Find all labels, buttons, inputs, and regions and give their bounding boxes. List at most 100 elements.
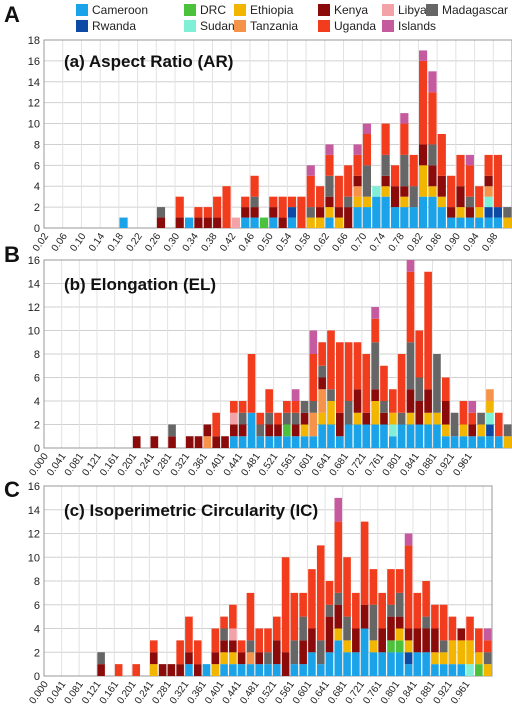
bar-segment-kenya xyxy=(353,389,362,413)
bar-segment-uganda xyxy=(483,640,492,653)
bar-segment-tanzania xyxy=(318,389,326,413)
bar-segment-islands xyxy=(483,628,492,641)
legend-label: DRC xyxy=(200,3,226,17)
x-tick-label: 0.58 xyxy=(293,231,313,254)
bar-segment-kenya xyxy=(150,436,159,448)
bar-segment-rwanda xyxy=(404,652,413,665)
bar-segment-drc xyxy=(259,217,269,228)
panel-title: (a) Aspect Ratio (AR) xyxy=(64,52,233,71)
bar-segment-cameroon xyxy=(344,424,353,448)
legend-item-drc: DRC xyxy=(184,3,226,17)
bar-segment-drc xyxy=(395,640,404,653)
bar-segment-tanzania xyxy=(309,412,318,437)
legend: Cameroon DRC Ethiopia Kenya Libya Madagascar R… xyxy=(64,1,510,35)
bar-segment-ethiopia xyxy=(439,652,448,665)
bar-segment-uganda xyxy=(362,134,371,166)
bar-segment-kenya xyxy=(167,664,176,677)
y-tick-label: 16 xyxy=(28,56,40,68)
bar-segment-ethiopia xyxy=(486,401,494,413)
bar-segment-uganda xyxy=(413,592,422,629)
bar-segment-kenya xyxy=(381,175,390,187)
bar-segment-madagascar xyxy=(300,401,309,413)
y-tick-label: 16 xyxy=(28,481,40,493)
bar-segment-kenya xyxy=(168,436,176,448)
bar-segment-uganda xyxy=(431,604,439,629)
legend-item-rwanda: Rwanda xyxy=(76,19,136,33)
x-tick-label: 0.86 xyxy=(424,231,444,254)
bar-segment-ethiopia xyxy=(353,412,362,425)
bar-segment-kenya xyxy=(158,664,167,677)
bar-segment-kenya xyxy=(176,664,184,677)
bar-segment-cameroon xyxy=(264,664,272,677)
bar-segment-uganda xyxy=(175,196,184,218)
bar-segment-uganda xyxy=(352,592,360,629)
bar-segment-ethiopia xyxy=(457,640,466,665)
legend-item-uganda: Uganda xyxy=(318,19,376,33)
bar-segment-uganda xyxy=(299,592,307,617)
bar-segment-cameroon xyxy=(220,664,228,677)
bar-segment-cameroon xyxy=(450,436,459,448)
bar-segment-uganda xyxy=(269,196,278,208)
bar-segment-uganda xyxy=(415,330,424,378)
bar-segment-ethiopia xyxy=(220,652,228,665)
bar-segment-cameroon xyxy=(272,664,281,677)
bar-segment-rwanda xyxy=(287,207,297,218)
bar-segment-madagascar xyxy=(250,196,259,208)
bar-segment-uganda xyxy=(265,389,273,413)
bar-segment-cameroon xyxy=(486,436,494,448)
bar-segment-kenya xyxy=(387,616,395,641)
bar-segment-cameroon xyxy=(255,664,263,677)
legend-item-ethiopia: Ethiopia xyxy=(234,3,293,17)
legend-label: Uganda xyxy=(334,19,377,33)
bar-segment-cameroon xyxy=(265,436,273,448)
bar-segment-madagascar xyxy=(428,144,437,166)
y-tick-label: 12 xyxy=(28,302,40,314)
bar-segment-cameroon xyxy=(352,652,360,676)
bar-segment-cameroon xyxy=(400,207,409,228)
y-tick-label: 4 xyxy=(34,624,40,636)
bar-segment-cameroon xyxy=(372,196,381,228)
bar-segment-cameroon xyxy=(456,217,465,228)
bar-segment-cameroon xyxy=(274,436,282,448)
bar-segment-cameroon xyxy=(431,664,439,677)
x-tick-label: 0.98 xyxy=(480,231,500,254)
bar-segment-ethiopia xyxy=(327,401,335,425)
bar-segment-kenya xyxy=(265,424,273,437)
x-tick-label: 0.10 xyxy=(68,231,88,254)
bar-segment-ethiopia xyxy=(431,652,439,665)
bar-segment-uganda xyxy=(193,640,202,665)
bar-segment-cameroon xyxy=(287,217,297,228)
bar-segment-ethiopia xyxy=(325,207,334,218)
bar-segment-cameroon xyxy=(371,424,379,448)
bar-segment-uganda xyxy=(316,545,325,641)
bar-segment-cameroon xyxy=(459,436,468,448)
bar-segment-madagascar xyxy=(362,165,371,197)
bar-segment-islands xyxy=(419,50,428,61)
bar-segment-kenya xyxy=(272,640,281,665)
bar-segment-uganda xyxy=(360,521,369,605)
bar-segment-sudan xyxy=(372,186,381,197)
bar-segment-uganda xyxy=(334,175,343,208)
x-tick-label: 0.78 xyxy=(387,231,407,254)
bar-segment-ethiopia xyxy=(400,196,409,208)
y-tick-label: 0 xyxy=(34,223,40,235)
bar-segment-cameroon xyxy=(415,424,424,448)
bar-segment-uganda xyxy=(185,616,193,653)
bar-segment-uganda xyxy=(439,604,448,641)
bar-segment-cameroon xyxy=(291,436,300,448)
bar-segment-ethiopia xyxy=(404,640,413,653)
legend-label: Rwanda xyxy=(92,19,137,33)
bar-segment-madagascar xyxy=(299,616,307,641)
bar-segment-madagascar xyxy=(400,154,409,187)
x-tick-label: 0.74 xyxy=(368,231,388,254)
bar-segment-sudan xyxy=(486,412,494,425)
legend-item-kenya: Kenya xyxy=(318,3,368,17)
bar-segment-cameroon xyxy=(406,424,415,448)
legend-swatch xyxy=(234,4,246,16)
panel-title: (b) Elongation (EL) xyxy=(64,275,216,294)
bar-segment-cameroon xyxy=(299,664,307,677)
bar-segment-tanzania xyxy=(246,652,255,665)
bar-segment-uganda xyxy=(213,196,222,218)
bar-segment-ethiopia xyxy=(441,424,450,437)
